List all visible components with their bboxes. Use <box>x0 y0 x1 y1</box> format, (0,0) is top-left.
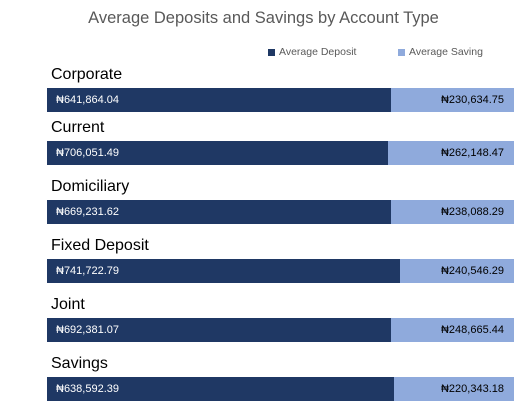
stacked-bar: ₦638,592.39 ₦220,343.18 <box>47 377 514 401</box>
data-label-average-saving: ₦262,148.47 <box>440 147 504 159</box>
data-label-average-deposit: ₦669,231.62 <box>56 206 119 218</box>
bar-segment-average-saving: ₦230,634.75 <box>390 88 514 112</box>
data-label-average-saving: ₦240,546.29 <box>440 265 504 277</box>
category-label: Current <box>51 119 105 136</box>
bar-segment-average-deposit: ₦706,051.49 <box>47 141 388 165</box>
data-label-average-saving: ₦248,665.44 <box>440 324 504 336</box>
legend-swatch-average-deposit <box>268 48 275 56</box>
legend-item-average-saving: Average Saving <box>398 46 483 58</box>
stacked-bar: ₦641,864.04 ₦230,634.75 <box>47 88 514 112</box>
bar-segment-average-deposit: ₦641,864.04 <box>47 88 391 112</box>
legend-label-average-saving: Average Saving <box>409 46 483 58</box>
bar-segment-average-deposit: ₦638,592.39 <box>47 377 395 401</box>
stacked-bar: ₦741,722.79 ₦240,546.29 <box>47 259 514 283</box>
stacked-bar: ₦706,051.49 ₦262,148.47 <box>47 141 514 165</box>
bar-segment-average-saving: ₦262,148.47 <box>387 141 514 165</box>
data-label-average-deposit: ₦641,864.04 <box>56 94 119 106</box>
data-label-average-saving: ₦230,634.75 <box>440 94 504 106</box>
data-label-average-deposit: ₦741,722.79 <box>56 265 119 277</box>
data-label-average-saving: ₦220,343.18 <box>440 383 504 395</box>
category-label: Savings <box>51 355 108 372</box>
category-label: Fixed Deposit <box>51 237 149 254</box>
bar-segment-average-deposit: ₦741,722.79 <box>47 259 400 283</box>
bar-segment-average-saving: ₦248,665.44 <box>390 318 514 342</box>
bar-segment-average-deposit: ₦692,381.07 <box>47 318 391 342</box>
data-label-average-deposit: ₦706,051.49 <box>56 147 119 159</box>
stacked-bar: ₦669,231.62 ₦238,088.29 <box>47 200 514 224</box>
chart-title: Average Deposits and Savings by Account … <box>88 9 439 27</box>
bar-segment-average-deposit: ₦669,231.62 <box>47 200 392 224</box>
bar-segment-average-saving: ₦220,343.18 <box>394 377 514 401</box>
bar-segment-average-saving: ₦238,088.29 <box>391 200 514 224</box>
legend-label-average-deposit: Average Deposit <box>279 46 357 58</box>
bar-segment-average-saving: ₦240,546.29 <box>399 259 514 283</box>
legend-swatch-average-saving <box>398 48 405 56</box>
category-label: Corporate <box>51 66 123 83</box>
legend-item-average-deposit: Average Deposit <box>268 46 356 58</box>
category-label: Joint <box>51 296 85 313</box>
data-label-average-saving: ₦238,088.29 <box>440 206 504 218</box>
data-label-average-deposit: ₦692,381.07 <box>56 324 119 336</box>
category-label: Domiciliary <box>51 178 130 195</box>
stacked-bar: ₦692,381.07 ₦248,665.44 <box>47 318 514 342</box>
data-label-average-deposit: ₦638,592.39 <box>56 383 119 395</box>
